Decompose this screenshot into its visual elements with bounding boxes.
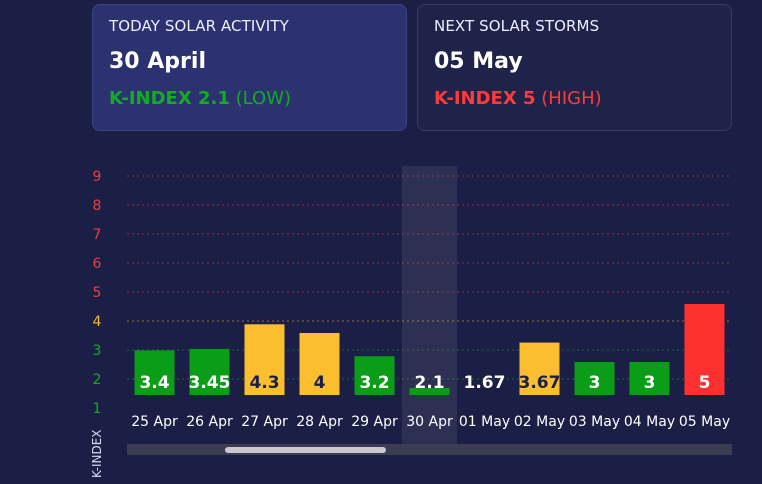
y-axis-ticks: 1 2 3 4 5 6 7 8 9 (93, 169, 102, 417)
bar-value-label: 3 (589, 373, 601, 393)
bar-rect[interactable] (354, 356, 395, 395)
bar-05-may[interactable]: 5 (684, 304, 725, 395)
y-tick-label: 4 (93, 314, 102, 330)
x-tick-label: 27 Apr (241, 414, 288, 430)
x-tick-label: 28 Apr (296, 414, 343, 430)
today-k-value: K-INDEX 2.1 (109, 88, 230, 109)
x-tick-label: 30 Apr (406, 414, 453, 430)
x-tick-label: 25 Apr (131, 414, 178, 430)
y-axis-label: K-INDEX (90, 430, 104, 479)
k-index-bar-chart: 1 2 3 4 5 6 7 8 9 3.4 3.45 4.3 4 3.2 2.1 1.67 3.67 3 3 5 2… (90, 166, 732, 479)
bar-value-label: 3.45 (189, 373, 231, 393)
bar-rect[interactable] (629, 362, 670, 395)
bar-28-apr[interactable]: 4 (299, 333, 340, 395)
bar-value-label: 3 (644, 373, 656, 393)
bar-value-label: 4.3 (249, 373, 279, 393)
bar-rect[interactable] (409, 388, 450, 395)
bar-value-label: 2.1 (414, 373, 444, 393)
next-card-label: NEXT SOLAR STORMS (434, 17, 600, 35)
x-tick-label: 01 May (459, 414, 510, 430)
scrollbar-thumb[interactable] (225, 447, 386, 453)
x-tick-label: 04 May (624, 414, 675, 430)
bar-value-label: 3.2 (359, 373, 389, 393)
x-tick-label: 03 May (569, 414, 620, 430)
bar-04-may[interactable]: 3 (629, 362, 670, 395)
x-axis-ticks: 25 Apr 26 Apr 27 Apr 28 Apr 29 Apr 30 Apr 01 M… (131, 414, 730, 430)
bar-value-label: 3.4 (139, 373, 169, 393)
bar-value-label: 3.67 (519, 373, 561, 393)
today-k-index: K-INDEX 2.1 (LOW) (109, 88, 390, 109)
y-tick-label: 3 (93, 343, 102, 359)
bar-29-apr[interactable]: 3.2 (354, 356, 395, 395)
today-date: 30 April (109, 49, 206, 74)
x-tick-label: 29 Apr (351, 414, 398, 430)
today-k-level: (LOW) (235, 88, 292, 109)
highlight-column (402, 166, 457, 444)
bar-25-apr[interactable]: 3.4 (134, 350, 175, 395)
selected-day-highlight (402, 166, 457, 444)
bar-rect[interactable] (189, 348, 230, 395)
today-card-label: TODAY SOLAR ACTIVITY (109, 17, 289, 35)
x-tick-label: 26 Apr (186, 414, 233, 430)
bar-rect[interactable] (684, 304, 725, 395)
next-k-value: K-INDEX 5 (434, 88, 536, 109)
next-k-index: K-INDEX 5 (HIGH) (434, 88, 715, 109)
bar-value-label: 1.67 (464, 373, 506, 393)
bar-rect[interactable] (519, 342, 560, 395)
bar-value-label: 5 (699, 373, 711, 393)
scrollbar-track[interactable] (127, 444, 732, 455)
bar-02-may[interactable]: 3.67 (519, 342, 561, 395)
bar-rect[interactable] (134, 350, 175, 395)
next-k-level: (HIGH) (541, 88, 602, 109)
today-activity-card: TODAY SOLAR ACTIVITY 30 April K-INDEX 2.… (92, 4, 407, 131)
next-date: 05 May (434, 49, 523, 74)
y-tick-label: 2 (93, 372, 102, 388)
x-tick-label: 02 May (514, 414, 565, 430)
y-tick-label: 8 (93, 198, 102, 214)
x-tick-label: 05 May (679, 414, 730, 430)
bar-03-may[interactable]: 3 (574, 362, 615, 395)
bar-rect[interactable] (574, 362, 615, 395)
y-tick-label: 1 (93, 401, 102, 417)
bar-30-apr[interactable]: 2.1 (409, 373, 450, 395)
horizontal-scrollbar[interactable] (127, 444, 732, 455)
bar-rect[interactable] (244, 324, 285, 395)
bar-value-label: 4 (314, 373, 326, 393)
y-tick-label: 5 (93, 285, 102, 301)
bar-27-apr[interactable]: 4.3 (244, 324, 285, 395)
y-tick-label: 7 (93, 227, 102, 243)
y-tick-label: 9 (93, 169, 102, 185)
next-storm-card: NEXT SOLAR STORMS 05 May K-INDEX 5 (HIGH… (417, 4, 732, 131)
bars: 3.4 3.45 4.3 4 3.2 2.1 1.67 3.67 3 3 5 (134, 304, 725, 395)
bar-rect[interactable] (299, 333, 340, 395)
bar-26-apr[interactable]: 3.45 (189, 348, 231, 395)
y-tick-label: 6 (93, 256, 102, 272)
bar-01-may[interactable]: 1.67 (464, 373, 506, 393)
